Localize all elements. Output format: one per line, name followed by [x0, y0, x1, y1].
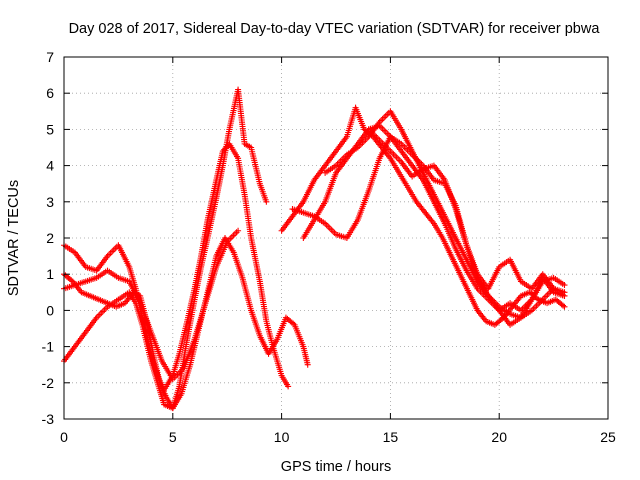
x-tick-label: 15	[383, 429, 399, 445]
x-axis-label: GPS time / hours	[281, 459, 391, 475]
series-2	[61, 86, 270, 412]
series-8	[365, 126, 568, 296]
y-tick-label: 2	[46, 230, 54, 246]
y-tick-label: 4	[46, 158, 54, 174]
axis-ticks: 0 5 10 15 20 25 -3 -2 -1 0 1 2 3 4 5 6 7	[42, 49, 616, 445]
y-tick-label: 5	[46, 121, 54, 137]
y-tick-label: -2	[42, 375, 55, 391]
grid-lines	[64, 57, 608, 419]
y-tick-label: 0	[46, 302, 54, 318]
data-point	[561, 289, 568, 296]
y-tick-label: 1	[46, 266, 54, 282]
data-point	[561, 282, 568, 289]
y-tick-label: 6	[46, 85, 54, 101]
chart-title: Day 028 of 2017, Sidereal Day-to-day VTE…	[69, 21, 601, 37]
data-point	[263, 198, 270, 205]
data-point	[285, 383, 292, 390]
series-9	[61, 227, 242, 383]
x-tick-label: 10	[274, 429, 290, 445]
data-point	[235, 227, 242, 234]
data-point	[304, 361, 311, 368]
y-tick-label: -3	[42, 411, 55, 427]
y-tick-label: 7	[46, 49, 54, 65]
data-point	[561, 303, 568, 310]
x-tick-label: 5	[169, 429, 177, 445]
x-tick-label: 0	[60, 429, 68, 445]
y-axis-label: SDTVAR / TECUs	[6, 180, 22, 296]
series-7	[322, 108, 568, 321]
data-points	[61, 86, 568, 412]
x-tick-label: 20	[491, 429, 507, 445]
y-tick-label: -1	[42, 339, 55, 355]
x-tick-label: 25	[600, 429, 616, 445]
y-tick-label: 3	[46, 194, 54, 210]
